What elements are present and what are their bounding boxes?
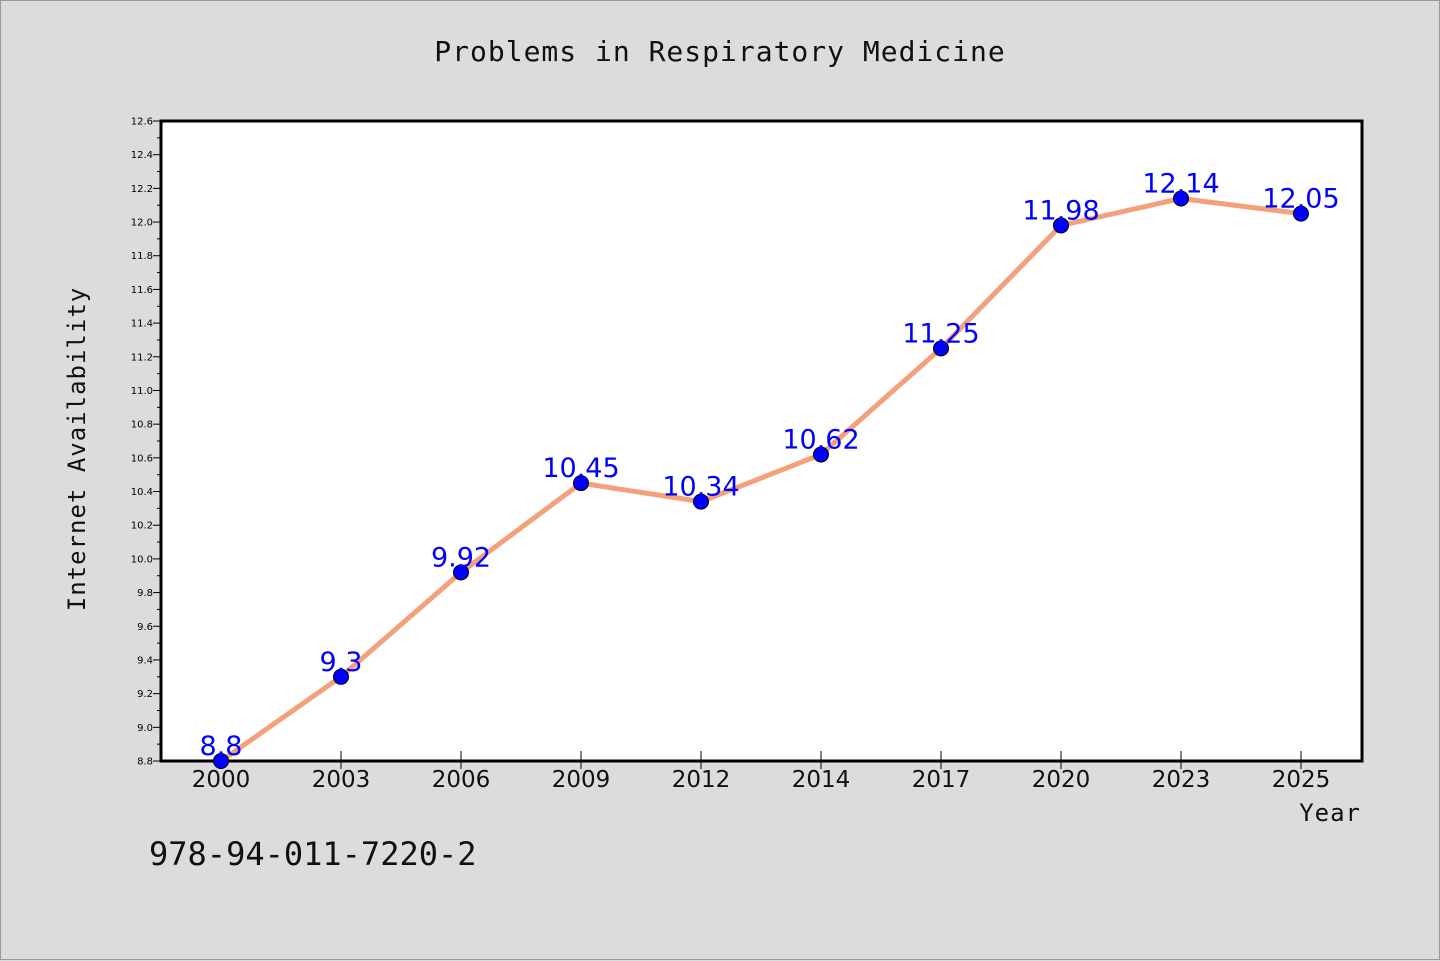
y-tick-label: 12.4 — [131, 150, 153, 161]
x-tick-label: 2023 — [1152, 767, 1211, 793]
y-tick-label: 12.2 — [131, 184, 153, 195]
data-label: 8.8 — [200, 731, 243, 762]
y-tick-label: 11.2 — [131, 352, 153, 363]
x-tick-label: 2003 — [312, 767, 371, 793]
data-point — [1053, 217, 1069, 234]
data-point — [1293, 205, 1309, 222]
y-tick-label: 9.6 — [137, 622, 153, 633]
y-tick-label: 11.6 — [131, 285, 153, 296]
data-point — [1173, 190, 1189, 207]
data-label: 11.25 — [902, 318, 979, 349]
x-tick-label: 2009 — [552, 767, 611, 793]
x-tick-label: 2006 — [432, 767, 491, 793]
y-tick-label: 10.8 — [131, 420, 153, 431]
y-tick-label: 11.8 — [131, 251, 153, 262]
y-axis: 8.8 9.0 9.2 9.4 9.6 9.8 10.0 10.2 10.4 10.6 10.8 11… — [131, 117, 161, 768]
data-label: 9.92 — [431, 542, 491, 573]
y-tick-label: 12.6 — [131, 117, 153, 128]
data-point — [693, 493, 709, 510]
data-point — [933, 340, 949, 357]
y-tick-label: 9.8 — [137, 588, 153, 599]
x-tick-label: 2017 — [912, 767, 971, 793]
data-label: 11.98 — [1022, 195, 1099, 226]
data-label: 10.62 — [782, 424, 859, 455]
data-label: 12.14 — [1142, 168, 1219, 199]
data-point — [453, 564, 469, 581]
chart-title: Problems in Respiratory Medicine — [434, 35, 1006, 68]
y-tick-label: 9.0 — [137, 723, 153, 734]
data-point — [213, 753, 229, 769]
x-axis: 2000 2003 2006 2009 2012 2014 2017 2020 2023 2025 — [192, 751, 1331, 793]
x-tick-label: 2025 — [1272, 767, 1331, 793]
y-tick-label: 11.0 — [131, 386, 153, 397]
data-point — [573, 475, 589, 492]
data-label: 12.05 — [1262, 184, 1339, 215]
y-tick-label: 11.4 — [131, 319, 153, 330]
y-tick-label: 10.0 — [131, 554, 153, 565]
y-tick-label: 9.4 — [137, 655, 153, 666]
data-point — [813, 446, 829, 463]
y-axis-label: Internet Availability — [63, 287, 91, 611]
x-tick-label: 2000 — [192, 767, 251, 793]
series-group: 8.8 9.3 9.92 10.45 10.34 10.62 11.25 11.98 12.14… — [200, 168, 1340, 769]
plot-area — [159, 119, 1364, 763]
isbn-label: 978-94-011-7220-2 — [149, 835, 477, 873]
x-tick-label: 2020 — [1032, 767, 1091, 793]
x-tick-label: 2012 — [672, 767, 731, 793]
y-tick-label: 8.8 — [137, 757, 153, 768]
y-tick-label: 10.2 — [131, 521, 153, 532]
x-axis-label: Year — [1299, 799, 1361, 827]
y-tick-label: 12.0 — [131, 218, 153, 229]
data-label: 10.34 — [662, 472, 739, 503]
series-line — [218, 195, 1304, 764]
data-label: 10.45 — [542, 453, 619, 484]
y-tick-label: 10.4 — [131, 487, 153, 498]
x-tick-label: 2014 — [792, 767, 851, 793]
y-tick-label: 9.2 — [137, 689, 153, 700]
y-tick-label: 10.6 — [131, 453, 153, 464]
data-point — [333, 668, 349, 685]
data-label: 9.3 — [320, 647, 363, 678]
